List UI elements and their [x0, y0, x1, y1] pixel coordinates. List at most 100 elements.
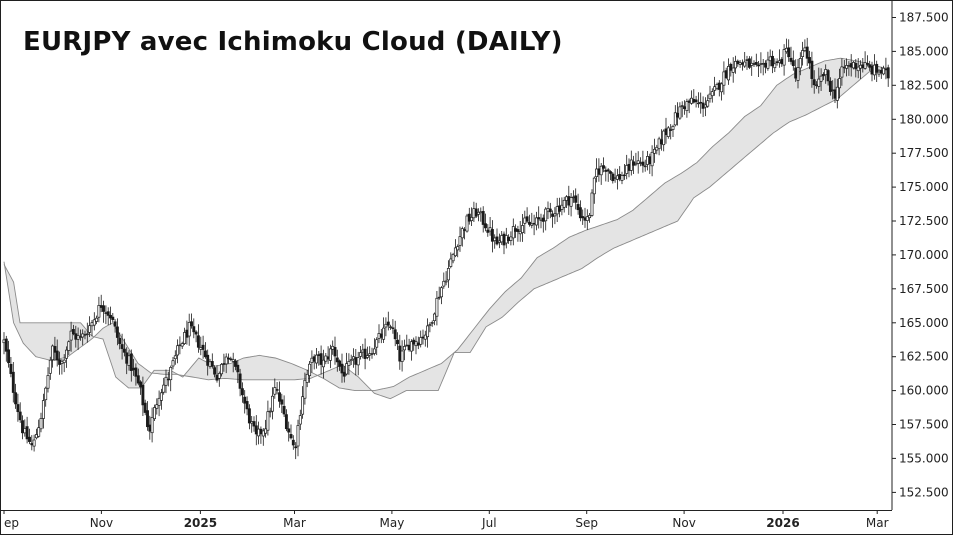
candle: [414, 336, 418, 355]
candle-body: [67, 341, 71, 351]
candle: [284, 409, 288, 432]
candle-body: [678, 106, 682, 119]
candle-body: [701, 102, 705, 109]
candle-body: [83, 334, 87, 336]
candle: [629, 150, 633, 176]
candle: [562, 196, 566, 213]
candle: [85, 322, 89, 343]
candle-body: [106, 311, 110, 316]
candle: [664, 117, 668, 144]
candle: [810, 51, 814, 88]
candle-body: [724, 70, 728, 79]
candle: [234, 358, 237, 371]
candle-body: [544, 208, 548, 222]
candle-body: [583, 217, 587, 221]
candle: [51, 344, 55, 368]
chart-title: EURJPY avec Ichimoku Cloud (DAILY): [23, 27, 563, 57]
candle-body: [833, 89, 837, 99]
candle: [354, 349, 358, 376]
x-tick-label: 2025: [184, 516, 217, 530]
y-tick-label: 155.000: [899, 451, 949, 465]
candle-body: [236, 364, 240, 373]
candle: [602, 157, 605, 173]
candle: [736, 59, 740, 67]
candle: [437, 286, 441, 300]
candle-body: [870, 65, 874, 75]
candle: [511, 218, 515, 246]
candle-body: [440, 287, 443, 298]
candle: [685, 98, 689, 118]
candle: [41, 393, 45, 429]
x-tick-label: Jul: [481, 516, 496, 530]
candle: [275, 382, 279, 395]
candle: [470, 207, 474, 226]
candle-body: [229, 358, 233, 360]
candle-body: [761, 63, 765, 65]
candle-body: [155, 404, 159, 409]
candle-body: [754, 62, 758, 65]
candle-body: [477, 211, 480, 215]
candle-body: [315, 354, 318, 364]
candle-body: [801, 50, 805, 57]
candle-body: [502, 233, 506, 246]
candle-body: [379, 333, 383, 338]
candle: [634, 152, 638, 167]
candle-body: [430, 322, 434, 324]
candle: [435, 291, 439, 326]
candle: [713, 76, 717, 96]
candle: [530, 212, 534, 229]
candle-body: [340, 363, 344, 374]
candle-body: [7, 349, 11, 364]
candle: [155, 398, 159, 415]
candle-body: [220, 364, 224, 375]
candle-body: [740, 62, 744, 65]
candle-body: [840, 66, 844, 78]
candle-body: [771, 55, 774, 67]
candle-body: [671, 126, 675, 130]
candle: [752, 60, 756, 67]
candle-body: [453, 247, 457, 257]
candle-body: [287, 428, 291, 433]
candle-body: [55, 350, 59, 361]
candle-body: [486, 229, 490, 233]
candle-body: [113, 321, 117, 327]
candle-body: [183, 332, 187, 344]
candle-body: [303, 379, 307, 399]
candle-body: [442, 280, 446, 287]
candle: [141, 376, 145, 416]
candle-body: [282, 405, 286, 415]
candle: [183, 327, 187, 345]
candle-body: [141, 384, 145, 406]
candle-body: [60, 360, 64, 364]
candle: [537, 206, 541, 229]
candle-body: [74, 333, 78, 340]
candle: [821, 72, 825, 81]
candle: [428, 322, 432, 333]
candle-body: [356, 357, 360, 366]
candle: [335, 349, 339, 372]
candle-body: [62, 359, 66, 363]
candle: [308, 361, 312, 383]
candle: [359, 346, 362, 360]
candle: [229, 356, 233, 362]
candle-body: [685, 101, 689, 111]
candle: [396, 332, 399, 350]
candle: [69, 321, 73, 352]
y-tick-label: 182.500: [899, 78, 949, 92]
candle-body: [370, 353, 374, 355]
candle: [192, 318, 196, 339]
candle: [604, 166, 608, 182]
candle: [53, 336, 57, 361]
candle: [99, 294, 103, 313]
candle: [310, 350, 314, 373]
candle: [578, 200, 582, 222]
candle-body: [636, 160, 640, 164]
candle: [782, 44, 786, 76]
candle: [176, 339, 180, 364]
candle: [18, 402, 22, 423]
candle-body: [324, 355, 328, 362]
candle-body: [321, 359, 325, 368]
candle: [97, 296, 101, 323]
candle: [771, 50, 774, 74]
candle: [113, 319, 117, 333]
